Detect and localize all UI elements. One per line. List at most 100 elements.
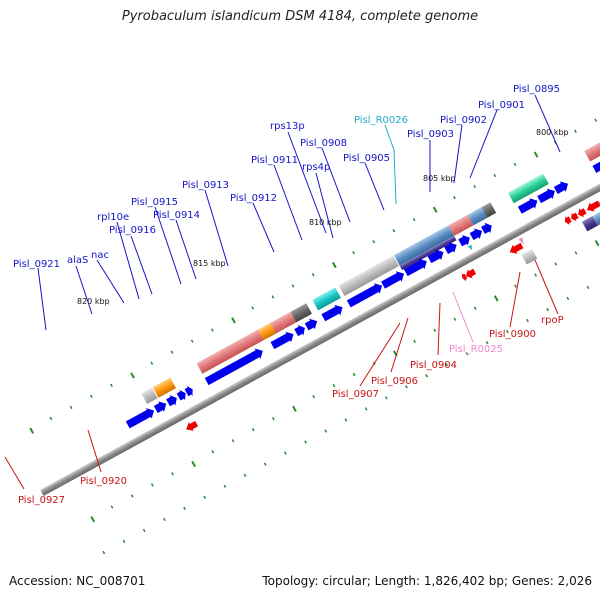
label-pisl-0906: Pisl_0906 (371, 376, 418, 387)
category-block-fwd (393, 225, 455, 266)
leader-pisl-0906 (390, 317, 409, 373)
category-block-fwd (338, 255, 399, 296)
leader-pisl-0921 (37, 267, 47, 331)
accession-text: Accession: NC_008701 (9, 574, 146, 588)
ruler-tick-far (324, 429, 328, 433)
leader-pisl-0908 (321, 147, 351, 223)
ruler-tick-inner (211, 450, 215, 454)
leader-pisl-0912 (252, 202, 275, 253)
forward-cds-arrow (184, 385, 193, 397)
category-block-fwd (458, 214, 474, 231)
label-pisl-0920: Pisl_0920 (80, 476, 127, 487)
leader-pisl-r0025 (452, 291, 474, 343)
ruler-tick-outer (271, 295, 275, 299)
leader-pisl-0905 (364, 162, 385, 211)
label-alas: alaS (67, 255, 88, 266)
reverse-cds-arrow (578, 208, 587, 218)
label-pisl-0907: Pisl_0907 (332, 389, 379, 400)
leader-rpop (534, 259, 559, 315)
ruler-tick-inner (493, 295, 499, 302)
reverse-gene-labels: rpoP Pisl_0900 Pisl_R0025 Pisl_0904 Pisl… (4, 259, 564, 506)
ruler-tick-outer (130, 372, 135, 379)
ruler-tick-outer (170, 350, 174, 354)
ruler-tick-outer (49, 416, 53, 421)
label-pisl-0902: Pisl_0902 (440, 115, 487, 126)
ruler-tick-inner (514, 284, 517, 288)
forward-cds-arrow (444, 242, 457, 255)
ruler-tick-outer (594, 118, 598, 122)
trna-marker-fwd (467, 244, 473, 251)
leader-pisl-0902 (453, 124, 463, 184)
label-pisl-r0026: Pisl_R0026 (354, 115, 408, 126)
category-block-fwd (196, 329, 264, 374)
forward-cds-arrow (153, 401, 167, 414)
label-pisl-0911: Pisl_0911 (251, 155, 298, 166)
forward-cds-arrow (346, 283, 383, 308)
ruler-tick-far (183, 506, 186, 511)
label-pisl-0908: Pisl_0908 (300, 138, 347, 149)
ruler-tick-far (203, 495, 207, 499)
ruler-tick-far (546, 307, 550, 312)
tick-layer (29, 118, 600, 555)
category-block-rev (521, 249, 538, 265)
ruler-tick-inner (554, 262, 558, 266)
forward-cds-arrow (537, 188, 555, 204)
ruler-tick-outer (392, 228, 396, 233)
ruler-label-800kbp: 800 kbp (536, 128, 569, 137)
ruler-tick-far (586, 285, 590, 290)
leader-pisl-0904 (437, 302, 441, 356)
ruler-tick-inner (272, 416, 275, 421)
ruler-label-820kbp: 820 kbp (77, 297, 110, 306)
ruler-tick-inner (594, 240, 600, 247)
forward-cds-arrow (125, 408, 155, 429)
ruler-tick-outer (332, 261, 337, 269)
leader-pisl-0916 (130, 235, 153, 295)
leader-rps13p (287, 131, 327, 234)
ruler-tick-far (263, 462, 267, 466)
forward-cds-arrow (176, 389, 186, 401)
label-pisl-r0025: Pisl_R0025 (449, 344, 503, 355)
label-pisl-0915: Pisl_0915 (131, 197, 178, 208)
ruler-tick-outer (352, 251, 355, 255)
label-rps4p: rps4p (302, 162, 330, 173)
ruler-tick-outer (311, 273, 315, 277)
reverse-cds-arrow (461, 272, 468, 282)
ruler-tick-outer (291, 284, 295, 288)
forward-cds-arrow (381, 271, 405, 289)
forward-cds-arrow (517, 198, 538, 214)
leader-pisl-r0026-b (393, 149, 397, 205)
ruler-tick-outer (190, 339, 194, 343)
ruler-tick-inner (574, 251, 578, 255)
category-block-fwd (141, 387, 158, 405)
label-pisl-0900: Pisl_0900 (489, 329, 536, 340)
ruler-tick-outer (251, 306, 255, 310)
ruler-tick-outer (29, 427, 35, 434)
ruler-tick-inner (312, 394, 316, 399)
ruler-label-805kbp: 805 kbp (423, 174, 456, 183)
leader-rpl10e (116, 221, 140, 300)
forward-cds-arrow (294, 324, 305, 337)
category-strip-fwd (399, 235, 457, 271)
label-pisl-0904: Pisl_0904 (410, 360, 457, 371)
leader-nac (96, 259, 125, 304)
leader-pisl-0920 (87, 429, 102, 473)
ruler-tick-far (384, 396, 388, 400)
leader-alas (75, 265, 93, 315)
ruler-tick-outer (110, 383, 113, 387)
forward-cds-arrow (304, 318, 318, 331)
label-pisl-0913: Pisl_0913 (182, 180, 229, 191)
ruler-tick-far (485, 340, 489, 345)
label-pisl-0916: Pisl_0916 (109, 225, 156, 236)
leader-pisl-0895 (534, 94, 561, 153)
ruler-tick-inner (413, 339, 416, 344)
map-title: Pyrobaculum islandicum DSM 4184, complet… (121, 9, 479, 24)
feature-layer (125, 131, 600, 431)
ruler-tick-outer (69, 405, 73, 410)
ruler-tick-outer (513, 162, 517, 167)
ruler-tick-inner (433, 328, 437, 332)
reverse-cds-arrow (586, 200, 600, 212)
label-rpl10e: rpl10e (97, 212, 129, 223)
ruler-tick-far (445, 363, 449, 367)
ruler-tick-inner (191, 460, 196, 468)
ruler-tick-far (405, 385, 408, 389)
